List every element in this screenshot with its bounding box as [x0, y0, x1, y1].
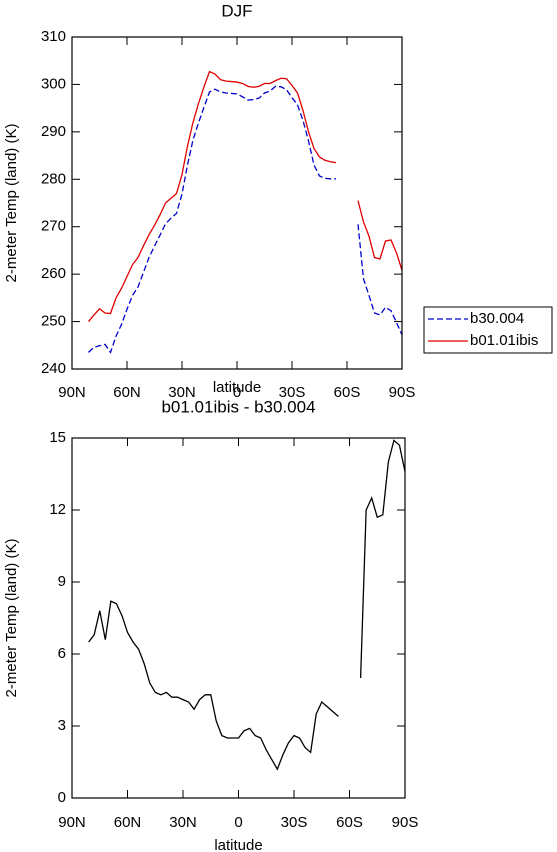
- plot-frame: [71, 36, 403, 370]
- chart-title: DJF: [221, 1, 252, 20]
- data-line: [87, 70, 403, 322]
- x-tick-label: 30N: [168, 384, 196, 401]
- x-axis-label: latitude: [214, 837, 262, 852]
- x-tick-label: 60N: [114, 814, 142, 831]
- y-tick-label: 270: [41, 218, 66, 235]
- y-tick-label: 6: [58, 645, 66, 662]
- y-tick-label: 15: [49, 429, 66, 446]
- x-tick-label: 90S: [389, 384, 416, 401]
- legend-box: [423, 306, 553, 354]
- x-tick-label: 0: [234, 814, 242, 831]
- y-tick-label: 280: [41, 170, 66, 187]
- x-tick-label: 60S: [336, 814, 363, 831]
- y-tick-label: 300: [41, 75, 66, 92]
- y-tick-label: 240: [41, 360, 66, 377]
- chart-title: b01.01ibis - b30.004: [161, 397, 315, 416]
- x-tick-label: 90S: [392, 814, 419, 831]
- legend-label: b01.01ibis: [470, 332, 538, 349]
- y-tick-label: 290: [41, 123, 66, 140]
- y-tick-label: 0: [58, 789, 66, 806]
- x-tick-label: 60S: [334, 384, 361, 401]
- y-tick-label: 250: [41, 313, 66, 330]
- y-tick-label: 260: [41, 265, 66, 282]
- legend-label: b30.004: [470, 310, 524, 327]
- x-tick-label: 60N: [113, 384, 141, 401]
- y-tick-label: 9: [58, 573, 66, 590]
- x-tick-label: 30S: [279, 384, 306, 401]
- x-tick-label: 30S: [281, 814, 308, 831]
- data-line: [88, 85, 403, 354]
- y-tick-label: 310: [41, 28, 66, 45]
- y-tick-label: 3: [58, 717, 66, 734]
- y-axis-label: 2-meter Temp (land) (K): [3, 539, 20, 698]
- y-axis-label: 2-meter Temp (land) (K): [3, 124, 20, 283]
- y-tick-label: 12: [49, 501, 66, 518]
- x-tick-label: 0: [233, 384, 241, 401]
- data-line: [88, 439, 406, 771]
- x-tick-label: 30N: [169, 814, 197, 831]
- plot-frame: [71, 437, 406, 799]
- x-tick-label: 90N: [58, 814, 86, 831]
- x-axis-label: latitude: [213, 379, 261, 396]
- x-tick-label: 90N: [58, 384, 86, 401]
